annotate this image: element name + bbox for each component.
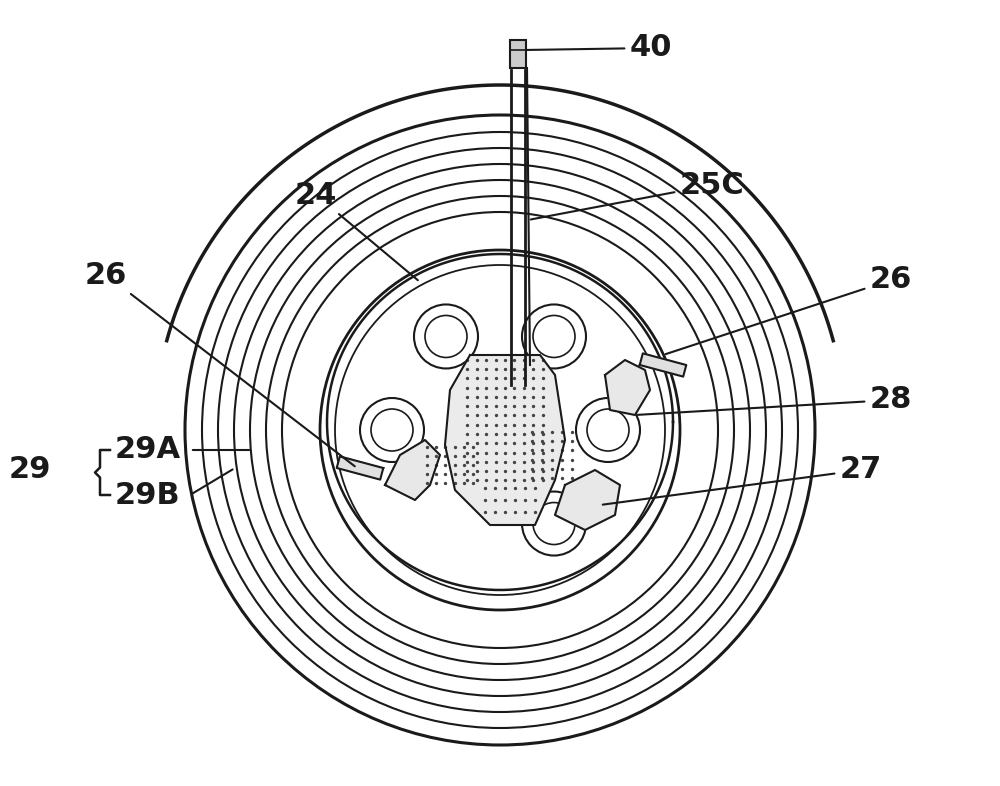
Text: 29B: 29B	[115, 480, 181, 509]
Text: 27: 27	[603, 456, 882, 505]
Polygon shape	[445, 355, 565, 525]
Text: 40: 40	[527, 34, 672, 63]
Polygon shape	[337, 457, 383, 479]
Polygon shape	[640, 354, 686, 376]
Text: 26: 26	[85, 260, 355, 466]
Text: 26: 26	[666, 266, 912, 354]
Polygon shape	[555, 470, 620, 530]
Text: 29: 29	[9, 456, 51, 484]
Bar	[510, 40, 526, 68]
Text: 29A: 29A	[115, 435, 181, 465]
Text: 24: 24	[295, 181, 418, 281]
Polygon shape	[605, 360, 650, 415]
Polygon shape	[385, 440, 440, 500]
Text: 28: 28	[638, 385, 912, 415]
Text: 25C: 25C	[531, 171, 745, 219]
